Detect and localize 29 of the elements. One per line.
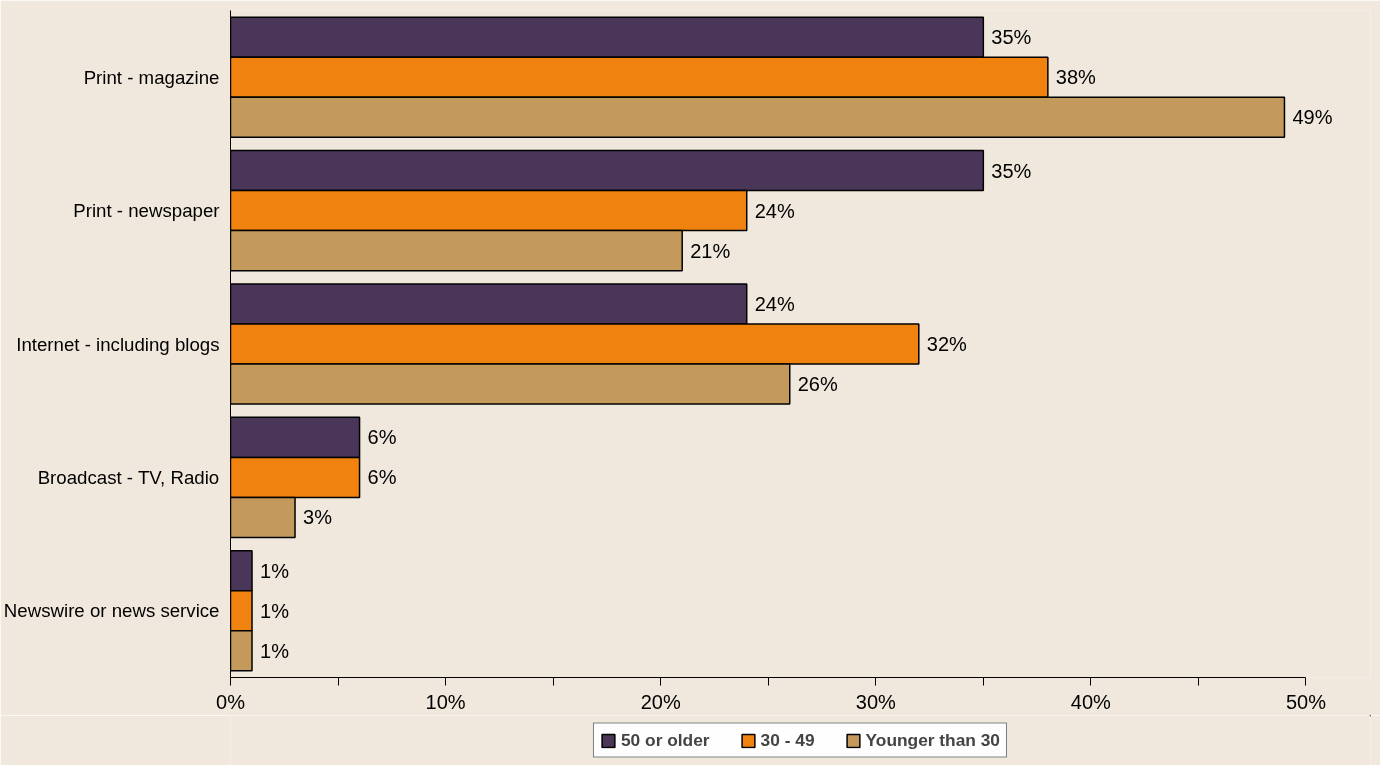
legend-label: 50 or older (620, 729, 710, 751)
x-tick-label: 30% (855, 690, 897, 713)
data-label: 1% (260, 639, 290, 662)
data-label: 32% (926, 333, 968, 355)
x-tick-label: 10% (425, 690, 466, 713)
legend-label: Younger than 30 (865, 729, 1001, 751)
y-tick-label: Newswire or news service (3, 600, 220, 622)
y-tick-label: Print - newspaper (73, 200, 220, 222)
x-tick-label: 20% (640, 690, 681, 713)
data-label: 35% (991, 159, 1032, 182)
x-tick-label: 40% (1070, 690, 1112, 713)
data-label: 38% (1055, 66, 1097, 89)
y-tick-label: Print - magazine (83, 66, 220, 88)
data-label: 6% (367, 426, 397, 449)
data-label: 49% (1292, 106, 1333, 129)
data-label: 1% (260, 599, 290, 622)
x-tick-label: 50% (1285, 690, 1327, 713)
data-label: 6% (367, 466, 397, 489)
data-label: 21% (690, 239, 731, 262)
y-tick-label: Broadcast - TV, Radio (37, 466, 220, 488)
x-tick-label: 0% (216, 690, 246, 713)
y-tick-label: Internet - including blogs (16, 333, 220, 355)
data-label: 24% (754, 199, 795, 222)
data-label: 35% (991, 26, 1032, 49)
data-label: 26% (797, 373, 838, 396)
legend-label: 30 - 49 (760, 729, 815, 751)
data-label: 24% (754, 292, 795, 315)
data-label: 3% (303, 506, 333, 529)
data-label: 1% (260, 559, 290, 582)
